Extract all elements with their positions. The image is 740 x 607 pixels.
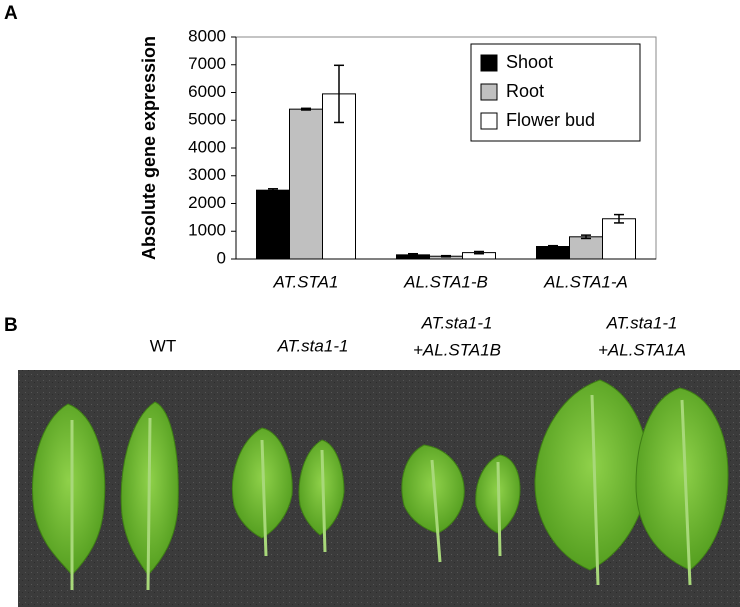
y-tick-label: 2000 xyxy=(188,193,226,212)
panel-label: B xyxy=(4,315,18,336)
x-tick-label: AT.STA1 xyxy=(273,272,339,291)
photo-label: +AL.STA1A xyxy=(598,340,686,359)
legend-swatch xyxy=(480,54,498,72)
legend-box xyxy=(470,43,641,142)
bar xyxy=(256,189,290,260)
y-axis-label: Absolute gene expression xyxy=(139,36,159,260)
bar xyxy=(602,218,636,260)
photo-label: AT.sta1-1 xyxy=(277,336,349,355)
x-tick-label: AL.STA1-B xyxy=(403,272,488,291)
legend-swatch xyxy=(480,112,498,130)
y-tick-label: 3000 xyxy=(188,165,226,184)
y-tick-label: 6000 xyxy=(188,82,226,101)
photo-label: +AL.STA1B xyxy=(413,340,501,359)
bar xyxy=(289,108,323,260)
panel-label: A xyxy=(4,3,18,24)
leaves xyxy=(31,379,729,576)
y-tick-label: 0 xyxy=(217,248,226,267)
y-tick-label: 7000 xyxy=(188,54,226,73)
photo xyxy=(18,370,740,607)
y-tick-label: 4000 xyxy=(188,137,226,156)
legend-label: Flower bud xyxy=(506,110,595,130)
photo-labels: WT AT.sta1-1 AT.sta1-1 +AL.STA1B AT.sta1-1 +A… xyxy=(150,313,686,359)
photo-label: AT.sta1-1 xyxy=(606,313,678,332)
photo-label: AT.sta1-1 xyxy=(421,313,493,332)
x-tick-label: AL.STA1-A xyxy=(543,272,628,291)
legend-label: Root xyxy=(506,81,544,101)
y-tick-label: 1000 xyxy=(188,221,226,240)
legend-swatch xyxy=(480,83,498,101)
bar xyxy=(536,246,570,260)
y-tick-label: 5000 xyxy=(188,110,226,129)
bar xyxy=(569,236,603,260)
chart: 0 1000 2000 3000 4000 5000 6000 7000 8000 Absolut… xyxy=(139,26,657,291)
legend-label: Shoot xyxy=(506,52,553,72)
petioles xyxy=(70,394,692,591)
photo-label: WT xyxy=(150,336,176,355)
y-tick-label: 8000 xyxy=(188,26,226,45)
